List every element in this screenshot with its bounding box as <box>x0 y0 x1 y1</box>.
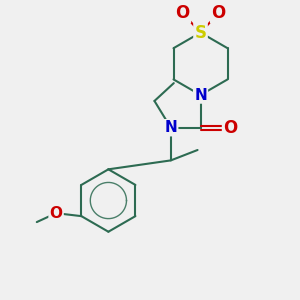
Text: O: O <box>211 4 226 22</box>
Text: N: N <box>164 120 177 135</box>
Text: O: O <box>223 119 237 137</box>
Text: O: O <box>50 206 63 221</box>
Text: N: N <box>194 88 207 103</box>
Text: O: O <box>176 4 190 22</box>
Text: S: S <box>194 24 206 42</box>
